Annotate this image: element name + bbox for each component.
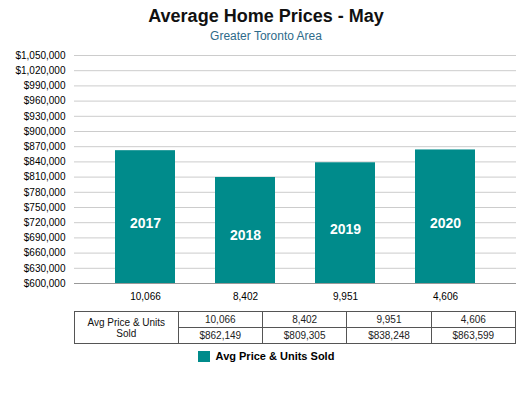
html-text:8,402: 8,402 — [292, 314, 318, 325]
svg-text:$840,000: $840,000 — [24, 156, 66, 167]
svg-text:$1,020,000: $1,020,000 — [15, 65, 65, 76]
svg-text:$720,000: $720,000 — [24, 217, 66, 228]
svg-text:$600,000: $600,000 — [24, 278, 66, 289]
html-text:4,606: 4,606 — [460, 314, 486, 325]
svg-text:$810,000: $810,000 — [24, 171, 66, 182]
svg-text:$990,000: $990,000 — [24, 80, 66, 91]
html-text:9,951: 9,951 — [376, 314, 402, 325]
svg-text:10,066: 10,066 — [130, 291, 161, 302]
html-text:Average Home Prices - May: Average Home Prices - May — [148, 6, 384, 26]
svg-text:$900,000: $900,000 — [24, 126, 66, 137]
html-text:Greater Toronto Area: Greater Toronto Area — [210, 29, 322, 43]
svg-text:2019: 2019 — [330, 221, 361, 237]
svg-text:$780,000: $780,000 — [24, 187, 66, 198]
html-text:Avg Price & Units Sold: Avg Price & Units Sold — [215, 350, 335, 362]
svg-text:2020: 2020 — [430, 215, 461, 231]
svg-text:$660,000: $660,000 — [24, 247, 66, 258]
svg-text:2017: 2017 — [130, 215, 161, 231]
svg-text:$690,000: $690,000 — [24, 232, 66, 243]
html-text:Avg Price & Units Sold: Avg Price & Units Sold — [87, 316, 166, 339]
svg-text:$870,000: $870,000 — [24, 141, 66, 152]
html-text:10,066: 10,066 — [205, 314, 236, 325]
svg-text:2018: 2018 — [230, 227, 261, 243]
svg-text:9,951: 9,951 — [333, 291, 358, 302]
svg-text:8,402: 8,402 — [233, 291, 258, 302]
svg-text:$630,000: $630,000 — [24, 263, 66, 274]
html-text:$809,305: $809,305 — [283, 330, 326, 341]
svg-text:$930,000: $930,000 — [24, 111, 66, 122]
html-text:$838,248: $838,248 — [368, 330, 410, 341]
html-text:$863,599: $863,599 — [452, 330, 495, 341]
svg-text:$1,050,000: $1,050,000 — [15, 50, 65, 61]
svg-text:$750,000: $750,000 — [24, 202, 66, 213]
svg-text:$960,000: $960,000 — [24, 95, 66, 106]
html-text:$862,149: $862,149 — [199, 330, 242, 341]
svg-text:4,606: 4,606 — [433, 291, 458, 302]
